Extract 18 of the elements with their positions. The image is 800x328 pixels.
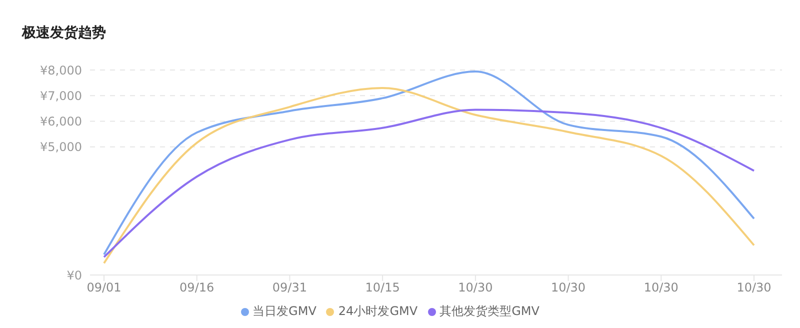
x-tick-label: 09/16 <box>180 280 214 295</box>
y-tick-label: ¥8,000 <box>40 63 82 78</box>
legend-label: 当日发GMV <box>252 304 316 318</box>
x-tick-label: 10/30 <box>550 280 586 295</box>
x-tick-label: 10/30 <box>736 280 772 295</box>
legend-label: 其他发货类型GMV <box>440 304 540 318</box>
x-tick-label: 10/30 <box>644 280 678 295</box>
chart-title: 极速发货趋势 <box>22 24 106 42</box>
x-tick-label: 09/31 <box>272 280 308 295</box>
y-tick-label: ¥5,000 <box>40 140 82 154</box>
x-tick-label: 10/15 <box>365 280 400 295</box>
x-tick-label: 10/30 <box>458 280 493 295</box>
legend-label: 24小时发GMV <box>338 304 418 318</box>
y-tick-label: ¥0 <box>66 268 82 282</box>
x-tick-label: 09/01 <box>86 280 122 295</box>
y-tick-label: ¥6,000 <box>40 114 82 129</box>
line-series <box>103 108 755 258</box>
y-tick-label: ¥7,000 <box>40 88 82 103</box>
